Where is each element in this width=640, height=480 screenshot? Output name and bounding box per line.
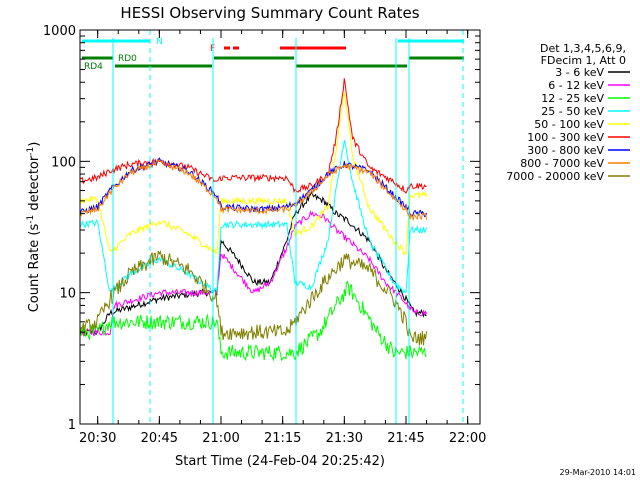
x-tick-label-1: 20:45 bbox=[141, 431, 178, 446]
legend-entry-5: 100 - 300 keV bbox=[527, 131, 604, 144]
series-layer bbox=[79, 78, 428, 362]
x-tick-label-6: 22:00 bbox=[449, 431, 486, 446]
y-axis-label: Count Rate (s-1 detector-1) bbox=[26, 142, 42, 313]
x-axis-label: Start Time (24-Feb-04 20:25:42) bbox=[175, 454, 385, 469]
observing-flags: NRD0RD4F bbox=[82, 37, 464, 72]
legend: Det 1,3,4,5,6,9,FDecim 1, Att 03 - 6 keV… bbox=[506, 42, 630, 183]
x-tick-label-0: 20:30 bbox=[79, 431, 116, 446]
flag-label-rd4: RD4 bbox=[84, 62, 103, 72]
series-line-4 bbox=[79, 92, 428, 256]
plot-frame bbox=[79, 29, 481, 425]
y-tick-label-2: 100 bbox=[51, 155, 76, 170]
x-tick-label-5: 21:45 bbox=[387, 431, 424, 446]
legend-entry-4: 50 - 100 keV bbox=[534, 118, 604, 131]
legend-header-0: Det 1,3,4,5,6,9, bbox=[540, 42, 626, 55]
legend-entry-0: 3 - 6 keV bbox=[555, 66, 604, 79]
legend-entry-2: 12 - 25 keV bbox=[541, 92, 604, 105]
chart-title: HESSI Observing Summary Count Rates bbox=[120, 4, 419, 22]
legend-entry-7: 800 - 7000 keV bbox=[520, 157, 604, 170]
series-line-1 bbox=[79, 210, 428, 337]
timestamp: 29-Mar-2010 14:01 bbox=[560, 468, 637, 477]
x-axis: 20:30 20:45 21:00 21:15 21:30 21:45 22:00 bbox=[79, 30, 486, 446]
legend-entry-8: 7000 - 20000 keV bbox=[506, 170, 604, 183]
series-line-0 bbox=[79, 191, 427, 337]
x-tick-label-4: 21:30 bbox=[326, 431, 363, 446]
series-line-8 bbox=[79, 249, 428, 346]
legend-entry-6: 300 - 800 keV bbox=[527, 144, 604, 157]
series-line-7 bbox=[79, 159, 428, 222]
legend-entry-3: 25 - 50 keV bbox=[541, 105, 604, 118]
flag-label-n: N bbox=[156, 37, 163, 47]
saa-boundary-lines bbox=[112, 30, 464, 424]
x-tick-label-3: 21:15 bbox=[264, 431, 301, 446]
y-tick-label-0: 1 bbox=[68, 418, 76, 433]
y-tick-label-3: 1000 bbox=[43, 24, 76, 39]
series-line-2 bbox=[79, 280, 427, 362]
y-tick-label-1: 10 bbox=[59, 287, 76, 302]
series-line-5 bbox=[79, 78, 427, 194]
series-line-6 bbox=[79, 157, 428, 217]
legend-header-1: FDecim 1, Att 0 bbox=[541, 54, 626, 67]
y-axis: 1 10 100 1000 bbox=[43, 24, 480, 433]
flag-label-rd0: RD0 bbox=[118, 54, 137, 64]
x-tick-label-2: 21:00 bbox=[202, 431, 239, 446]
legend-entry-1: 6 - 12 keV bbox=[548, 79, 604, 92]
